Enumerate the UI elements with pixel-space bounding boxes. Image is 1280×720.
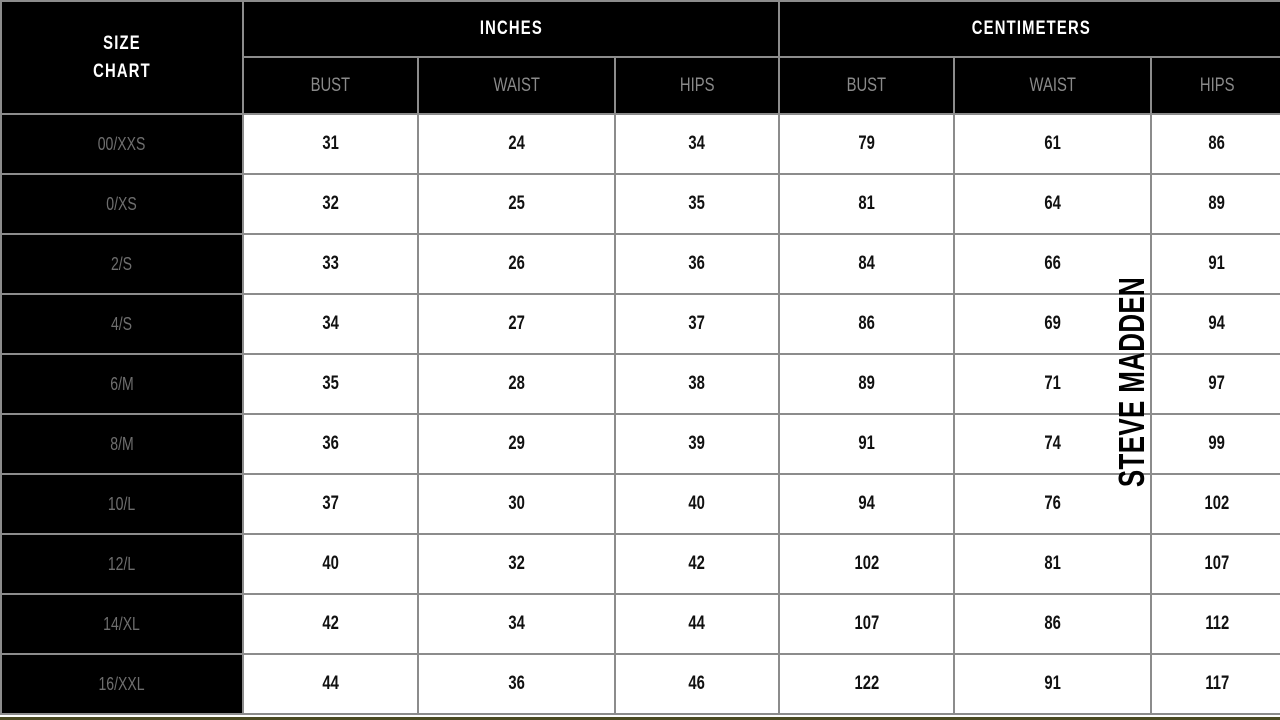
size-label: 8/M	[0, 413, 244, 475]
measurement-cell: 71	[953, 353, 1153, 415]
table-row: 8/M 36 29 39 91 74 99	[0, 413, 1280, 475]
measurement-cell: 25	[417, 173, 616, 235]
size-label: 14/XL	[0, 593, 244, 655]
measurement-cell: 64	[953, 173, 1153, 235]
column-header-hips-cm: HIPS	[1150, 56, 1280, 115]
measurement-cell: 89	[1150, 173, 1280, 235]
measurement-cell: 35	[613, 173, 781, 235]
size-label: 16/XXL	[0, 653, 244, 715]
measurement-cell: 89	[778, 353, 956, 415]
measurement-cell: 66	[953, 233, 1153, 295]
table-row: 14/XL 42 34 44 107 86 112	[0, 593, 1280, 655]
measurement-cell: 35	[242, 353, 419, 415]
measurement-cell: 33	[242, 233, 419, 295]
measurement-cell: 36	[242, 413, 419, 475]
measurement-cell: 79	[778, 113, 956, 175]
measurement-cell: 44	[613, 593, 781, 655]
table-row: 10/L 37 30 40 94 76 102	[0, 473, 1280, 535]
measurement-cell: 32	[417, 533, 616, 595]
measurement-cell: 26	[417, 233, 616, 295]
measurement-cell: 86	[1150, 113, 1280, 175]
measurement-cell: 29	[417, 413, 616, 475]
measurement-cell: 34	[242, 293, 419, 355]
measurement-cell: 112	[1150, 593, 1280, 655]
measurement-cell: 76	[953, 473, 1153, 535]
measurement-cell: 61	[953, 113, 1153, 175]
measurement-cell: 69	[953, 293, 1153, 355]
measurement-cell: 91	[778, 413, 956, 475]
measurement-cell: 32	[242, 173, 419, 235]
measurement-cell: 38	[613, 353, 781, 415]
measurement-cell: 34	[613, 113, 781, 175]
measurement-cell: 107	[778, 593, 956, 655]
heading-line-2: CHART	[93, 60, 151, 82]
measurement-cell: 107	[1150, 533, 1280, 595]
group-header-inches: INCHES	[241, 0, 781, 58]
measurement-cell: 102	[778, 533, 956, 595]
measurement-cell: 37	[613, 293, 781, 355]
size-label: 2/S	[0, 233, 244, 295]
measurement-cell: 94	[778, 473, 956, 535]
measurement-cell: 34	[417, 593, 616, 655]
table-row: 4/S 34 27 37 86 69 94	[0, 293, 1280, 355]
measurement-cell: 86	[778, 293, 956, 355]
size-label: 0/XS	[0, 173, 244, 235]
size-label: 4/S	[0, 293, 244, 355]
table-row: 0/XS 32 25 35 81 64 89	[0, 173, 1280, 235]
size-label: 10/L	[0, 473, 244, 535]
measurement-cell: 117	[1150, 653, 1280, 715]
steve-madden-logo: STEVE MADDEN	[1111, 276, 1152, 488]
measurement-cell: 84	[778, 233, 956, 295]
measurement-cell: 37	[242, 473, 419, 535]
measurement-cell: 42	[613, 533, 781, 595]
measurement-cell: 40	[242, 533, 419, 595]
measurement-cell: 36	[613, 233, 781, 295]
column-header-bust-cm: BUST	[778, 56, 956, 115]
measurement-cell: 94	[1150, 293, 1280, 355]
measurement-cell: 46	[613, 653, 781, 715]
measurement-cell: 81	[953, 533, 1153, 595]
measurement-cell: 91	[953, 653, 1153, 715]
column-header-waist-cm: WAIST	[953, 56, 1153, 115]
measurement-cell: 28	[417, 353, 616, 415]
table-row: 2/S 33 26 36 84 66 91	[0, 233, 1280, 295]
bottom-border	[0, 717, 1280, 720]
measurement-cell: 102	[1150, 473, 1280, 535]
measurement-cell: 39	[613, 413, 781, 475]
size-label: 00/XXS	[0, 113, 244, 175]
column-header-bust-in: BUST	[242, 56, 419, 115]
measurement-cell: 44	[242, 653, 419, 715]
column-header-waist-in: WAIST	[417, 56, 616, 115]
measurement-cell: 36	[417, 653, 616, 715]
measurement-cell: 74	[953, 413, 1153, 475]
size-label: 12/L	[0, 533, 244, 595]
measurement-cell: 99	[1150, 413, 1280, 475]
table-row: 12/L 40 32 42 102 81 107	[0, 533, 1280, 595]
size-label: 6/M	[0, 353, 244, 415]
table-row: 6/M 35 28 38 89 71 97	[0, 353, 1280, 415]
table-row: 00/XXS 31 24 34 79 61 86	[0, 113, 1280, 175]
measurement-cell: 97	[1150, 353, 1280, 415]
size-chart-heading: SIZE CHART	[0, 0, 244, 115]
measurement-cell: 31	[242, 113, 419, 175]
measurement-cell: 86	[953, 593, 1153, 655]
measurement-cell: 24	[417, 113, 616, 175]
measurement-cell: 40	[613, 473, 781, 535]
table-row: 16/XXL 44 36 46 122 91 117	[0, 653, 1280, 715]
measurement-cell: 30	[417, 473, 616, 535]
measurement-cell: 122	[778, 653, 956, 715]
measurement-cell: 42	[242, 593, 419, 655]
group-header-centimeters: CENTIMETERS	[778, 0, 1280, 58]
heading-line-1: SIZE	[103, 32, 141, 54]
measurement-cell: 27	[417, 293, 616, 355]
measurement-cell: 81	[778, 173, 956, 235]
measurement-cell: 91	[1150, 233, 1280, 295]
column-header-hips-in: HIPS	[613, 56, 781, 115]
